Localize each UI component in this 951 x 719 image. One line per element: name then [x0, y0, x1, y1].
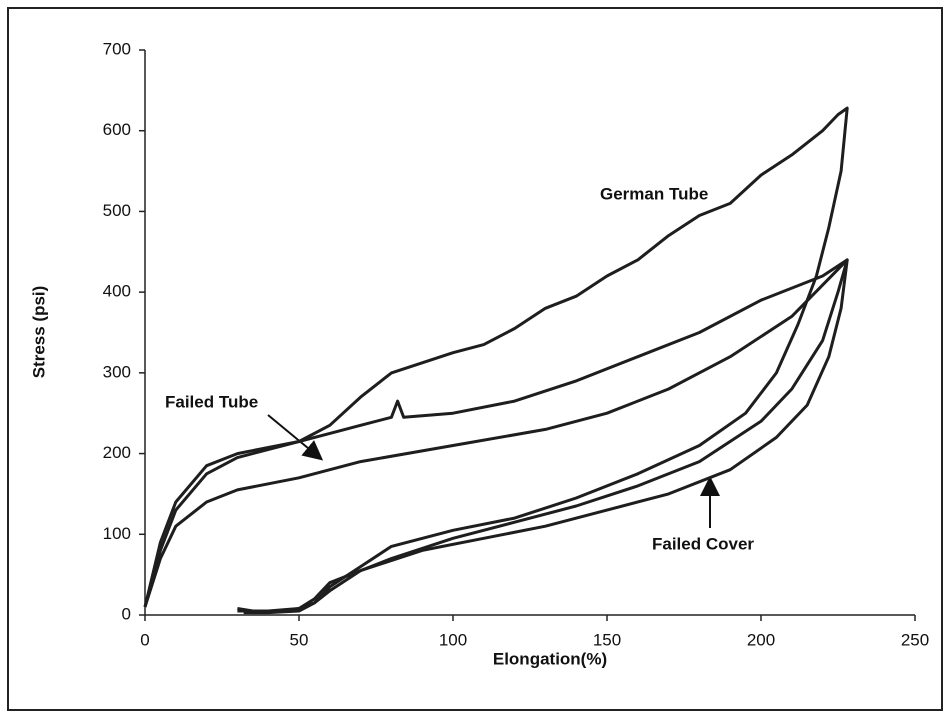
x-tick-label: 0 — [140, 630, 149, 649]
y-tick-label: 500 — [103, 201, 131, 220]
y-tick-label: 600 — [103, 120, 131, 139]
x-tick-label: 50 — [290, 630, 309, 649]
y-tick-label: 300 — [103, 362, 131, 381]
y-tick-label: 700 — [103, 39, 131, 58]
y-tick-label: 200 — [103, 443, 131, 462]
frame — [7, 7, 943, 711]
x-axis-label: Elongation(%) — [493, 649, 607, 668]
annotation-arrow — [267, 414, 324, 461]
x-tick-label: 200 — [747, 630, 775, 649]
x-tick-label: 150 — [593, 630, 621, 649]
series-label: Failed Tube — [165, 392, 258, 411]
y-axis-label: Stress (psi) — [29, 286, 48, 379]
y-tick-label: 0 — [122, 604, 131, 623]
series-label: German Tube — [600, 184, 708, 203]
y-tick-label: 400 — [103, 282, 131, 301]
series-label: Failed Cover — [652, 534, 754, 553]
data-line — [143, 106, 849, 613]
x-tick-label: 100 — [439, 630, 467, 649]
data-line — [143, 258, 849, 615]
x-tick-label: 250 — [901, 630, 929, 649]
y-tick-label: 100 — [103, 524, 131, 543]
data-line — [143, 258, 849, 613]
